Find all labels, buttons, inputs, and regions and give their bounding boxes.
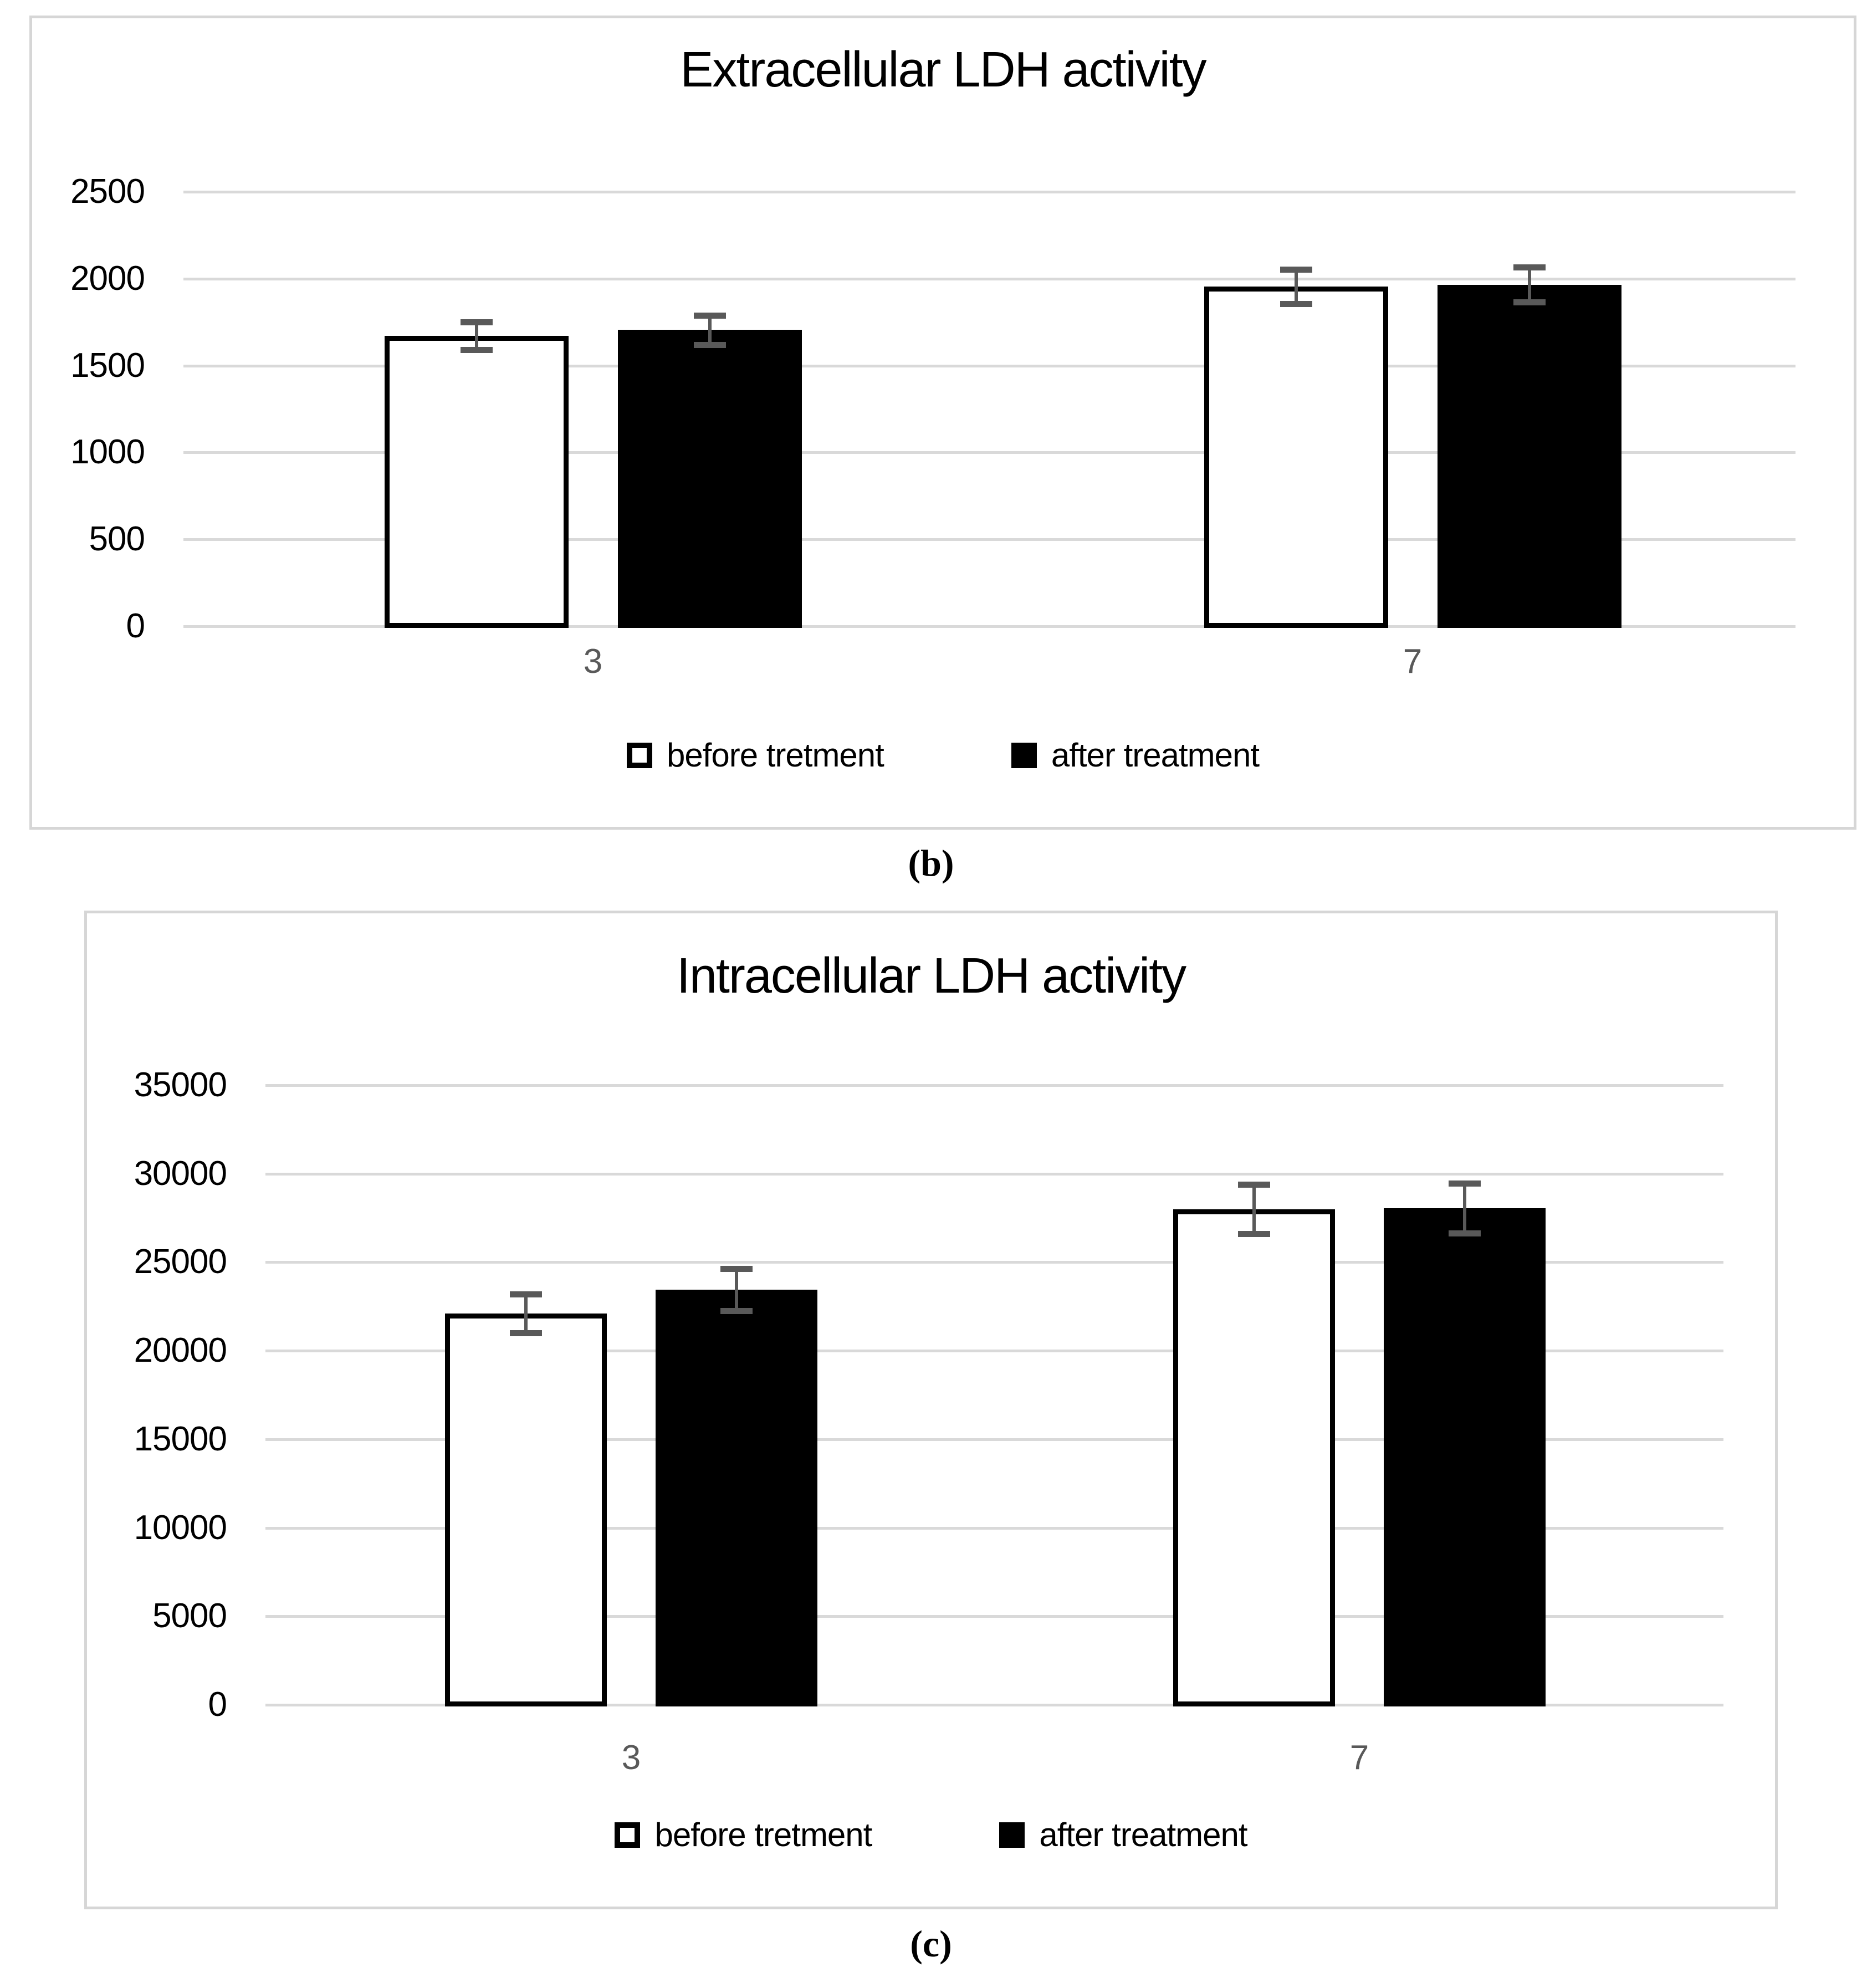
legend: before tretment after treatment xyxy=(32,736,1854,774)
y-axis-tick-label: 5000 xyxy=(152,1597,227,1636)
legend-label-before-treatment: before tretment xyxy=(654,1816,872,1853)
legend-item-after-treatment: after treatment xyxy=(1011,736,1260,774)
bar-after-treatment xyxy=(1438,284,1621,628)
gridline xyxy=(183,364,1796,367)
legend-label-before-treatment: before tretment xyxy=(666,737,884,774)
x-axis-tick-label: 3 xyxy=(621,1739,641,1777)
gridline xyxy=(183,625,1796,628)
y-axis-tick-label: 30000 xyxy=(134,1154,227,1193)
subfigure-caption-c: (c) xyxy=(910,1923,952,1965)
error-bar-cap xyxy=(1280,266,1312,273)
gridline xyxy=(183,191,1796,193)
y-axis-tick-label: 1000 xyxy=(70,433,145,472)
error-bar xyxy=(524,1294,528,1333)
y-axis-tick-label: 20000 xyxy=(134,1331,227,1370)
error-bar-cap xyxy=(694,312,726,319)
legend-swatch-solid-icon xyxy=(999,1822,1025,1848)
bar-before-treatment xyxy=(1204,286,1388,628)
y-axis-tick-label: 25000 xyxy=(134,1243,227,1281)
plot-area: 0 500 1000 1500 2000 2500 3 7 xyxy=(32,18,1854,827)
gridline xyxy=(265,1615,1723,1618)
bar-before-treatment xyxy=(1173,1209,1335,1706)
error-bar-cap xyxy=(1280,301,1312,308)
error-bar-cap xyxy=(720,1308,753,1315)
bar-after-treatment xyxy=(618,330,802,628)
gridline xyxy=(265,1261,1723,1264)
gridline xyxy=(265,1172,1723,1176)
error-bar-cap xyxy=(1513,264,1546,271)
error-bar-cap xyxy=(1449,1230,1481,1236)
error-bar xyxy=(1295,269,1298,304)
gridline xyxy=(183,277,1796,280)
legend-swatch-open-icon xyxy=(615,1822,641,1848)
legend-item-before-treatment: before tretment xyxy=(615,1816,872,1854)
legend-item-after-treatment: after treatment xyxy=(999,1816,1248,1854)
bar-after-treatment xyxy=(1384,1208,1546,1706)
y-axis-tick-label: 0 xyxy=(208,1685,227,1724)
bar-before-treatment xyxy=(385,336,569,628)
x-axis-tick-label: 7 xyxy=(1349,1739,1369,1777)
chart-panel-intracellular: Intracellular LDH activity 0 5000 10000 150… xyxy=(84,911,1778,1909)
plot-area: 0 5000 10000 15000 20000 25000 30000 35000 3 7 xyxy=(87,913,1775,1907)
error-bar-cap xyxy=(461,319,493,326)
error-bar-cap xyxy=(694,341,726,348)
y-axis-tick-label: 2000 xyxy=(70,259,145,298)
error-bar-cap xyxy=(461,347,493,354)
legend-swatch-solid-icon xyxy=(1011,742,1037,768)
subfigure-caption-b: (b) xyxy=(908,842,954,884)
chart-title: Intracellular LDH activity xyxy=(676,948,1186,1004)
y-axis-tick-label: 2500 xyxy=(70,172,145,211)
error-bar-cap xyxy=(1449,1180,1481,1187)
gridline xyxy=(265,1704,1723,1706)
y-axis-tick-label: 500 xyxy=(89,520,145,559)
bar-before-treatment xyxy=(445,1314,607,1706)
error-bar xyxy=(1463,1183,1466,1233)
y-axis-tick-label: 1500 xyxy=(70,346,145,385)
error-bar xyxy=(1528,267,1531,303)
error-bar-cap xyxy=(1238,1181,1270,1188)
legend-label-after-treatment: after treatment xyxy=(1051,737,1260,774)
error-bar-cap xyxy=(510,1291,542,1297)
y-axis-tick-label: 15000 xyxy=(134,1419,227,1458)
legend-label-after-treatment: after treatment xyxy=(1039,1816,1247,1853)
chart-title: Extracellular LDH activity xyxy=(680,42,1206,98)
error-bar-cap xyxy=(1238,1231,1270,1238)
gridline xyxy=(265,1084,1723,1087)
error-bar xyxy=(708,315,712,345)
x-axis-tick-label: 7 xyxy=(1403,642,1423,681)
legend-swatch-open-icon xyxy=(626,742,652,768)
bar-after-treatment xyxy=(656,1289,817,1706)
gridline xyxy=(265,1526,1723,1530)
chart-panel-extracellular: Extracellular LDH activity 0 500 1000 1500 2… xyxy=(29,16,1856,830)
legend: before tretment after treatment xyxy=(87,1816,1775,1854)
gridline xyxy=(265,1438,1723,1441)
error-bar-cap xyxy=(510,1330,542,1337)
y-axis-tick-label: 35000 xyxy=(134,1066,227,1104)
y-axis-tick-label: 0 xyxy=(126,607,145,645)
error-bar-cap xyxy=(720,1265,753,1272)
gridline xyxy=(183,538,1796,541)
error-bar xyxy=(1252,1184,1256,1234)
legend-item-before-treatment: before tretment xyxy=(626,736,884,774)
gridline xyxy=(183,451,1796,454)
y-axis-tick-label: 10000 xyxy=(134,1508,227,1547)
error-bar xyxy=(475,322,478,350)
error-bar xyxy=(735,1268,738,1311)
error-bar-cap xyxy=(1513,299,1546,306)
gridline xyxy=(265,1350,1723,1353)
x-axis-tick-label: 3 xyxy=(583,642,603,681)
